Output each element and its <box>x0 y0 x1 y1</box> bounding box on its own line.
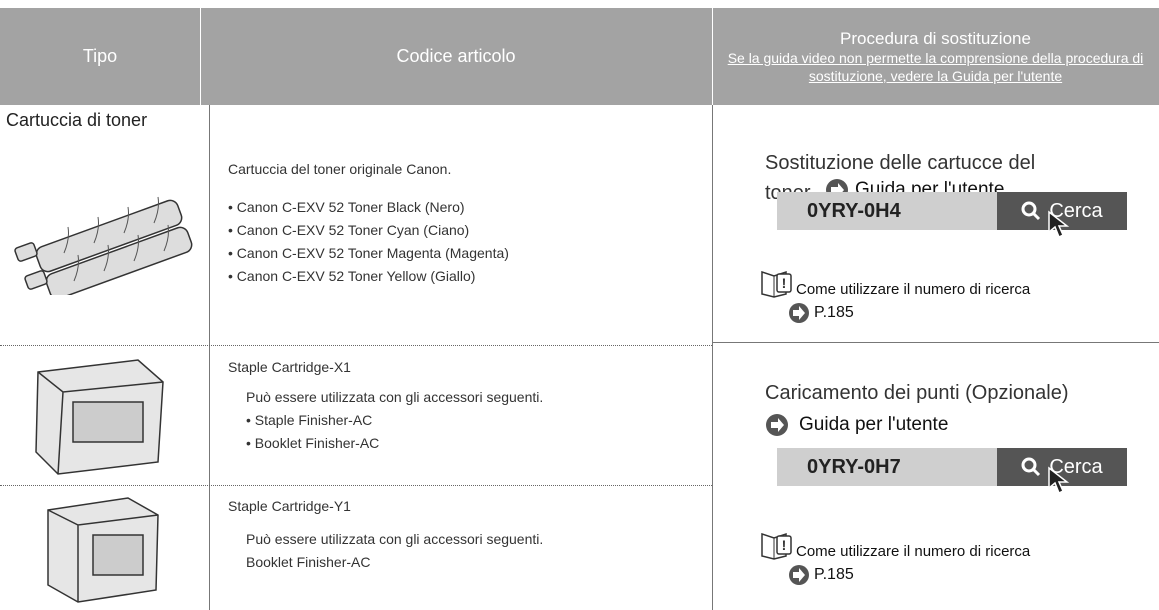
header-procedure: Procedura di sostituzione Se la guida vi… <box>712 8 1159 105</box>
svg-text:!: ! <box>782 537 787 553</box>
magnifier-icon <box>1021 201 1041 221</box>
search-button-text[interactable]: Cerca <box>1049 456 1103 478</box>
header-type: Tipo <box>82 46 118 66</box>
help-row: ! Come utilizzare il numero di ricerca <box>760 530 1030 560</box>
search-box: 0YRY-0H7 Cerca <box>777 448 1127 495</box>
section-divider <box>712 342 1159 343</box>
type-label: Cartuccia di toner <box>6 110 148 130</box>
search-code: 0YRY-0H7 <box>777 448 997 486</box>
header-code: Codice articolo <box>396 46 516 66</box>
row-divider <box>0 485 712 486</box>
code-note: Può essere utilizzata con gli accessori … <box>246 531 544 547</box>
book-icon: ! <box>761 270 792 298</box>
magnifier-icon <box>1021 457 1041 477</box>
code-list: Canon C-EXV 52 Toner Black (Nero) Canon … <box>228 196 509 288</box>
column-divider <box>712 105 713 610</box>
search-button[interactable]: Cerca <box>997 448 1127 495</box>
cursor-icon <box>1048 210 1070 239</box>
search-button-text[interactable]: Cerca <box>1049 200 1103 222</box>
header-divider <box>200 8 201 105</box>
svg-text:!: ! <box>782 275 787 291</box>
code-item: Canon C-EXV 52 Toner Black (Nero) <box>228 196 509 219</box>
procedure-link[interactable]: Guida per l'utente <box>765 413 948 437</box>
page-ref[interactable]: P.185 <box>788 302 854 324</box>
cursor-icon <box>1048 466 1070 495</box>
arrow-icon <box>766 414 788 436</box>
link-text[interactable]: Guida per l'utente <box>799 414 949 435</box>
code-item: Canon C-EXV 52 Toner Yellow (Giallo) <box>228 265 509 288</box>
search-box: 0YRY-0H4 Cerca <box>777 192 1127 239</box>
row-divider <box>0 345 712 346</box>
code-item: Staple Finisher-AC <box>246 409 379 432</box>
code-title: Staple Cartridge-Y1 <box>228 498 351 514</box>
procedure-title: Caricamento dei punti (Opzionale) <box>765 382 1069 404</box>
code-item: Canon C-EXV 52 Toner Cyan (Ciano) <box>228 219 509 242</box>
column-divider <box>209 105 210 610</box>
book-icon: ! <box>761 532 792 560</box>
page-text[interactable]: P.185 <box>814 566 854 583</box>
search-code: 0YRY-0H4 <box>777 192 997 230</box>
header-procedure-note: Se la guida video non permette la compre… <box>727 49 1144 84</box>
code-list: Staple Finisher-AC Booklet Finisher-AC <box>246 409 380 455</box>
header-procedure-title: Procedura di sostituzione <box>840 28 1031 48</box>
code-item: Booklet Finisher-AC <box>246 554 371 570</box>
page-text[interactable]: P.185 <box>814 304 854 321</box>
help-text: Come utilizzare il numero di ricerca <box>796 281 1031 298</box>
help-row: ! Come utilizzare il numero di ricerca <box>760 268 1030 298</box>
code-title: Staple Cartridge-X1 <box>228 359 351 375</box>
code-list: Booklet Finisher-AC <box>246 551 371 574</box>
arrow-icon <box>789 565 809 585</box>
arrow-icon <box>789 303 809 323</box>
staple-x1-image <box>35 359 164 475</box>
code-item: Booklet Finisher-AC <box>246 432 380 455</box>
code-title: Cartuccia del toner originale Canon. <box>228 161 452 177</box>
page-ref[interactable]: P.185 <box>788 564 854 586</box>
help-text: Come utilizzare il numero di ricerca <box>796 543 1031 560</box>
search-button[interactable]: Cerca <box>997 192 1127 239</box>
toner-image <box>14 196 193 295</box>
header-bar <box>0 8 1159 105</box>
header-divider <box>712 8 713 105</box>
staple-y1-image <box>47 497 159 603</box>
code-note: Può essere utilizzata con gli accessori … <box>246 389 544 405</box>
code-item: Canon C-EXV 52 Toner Magenta (Magenta) <box>228 242 509 265</box>
